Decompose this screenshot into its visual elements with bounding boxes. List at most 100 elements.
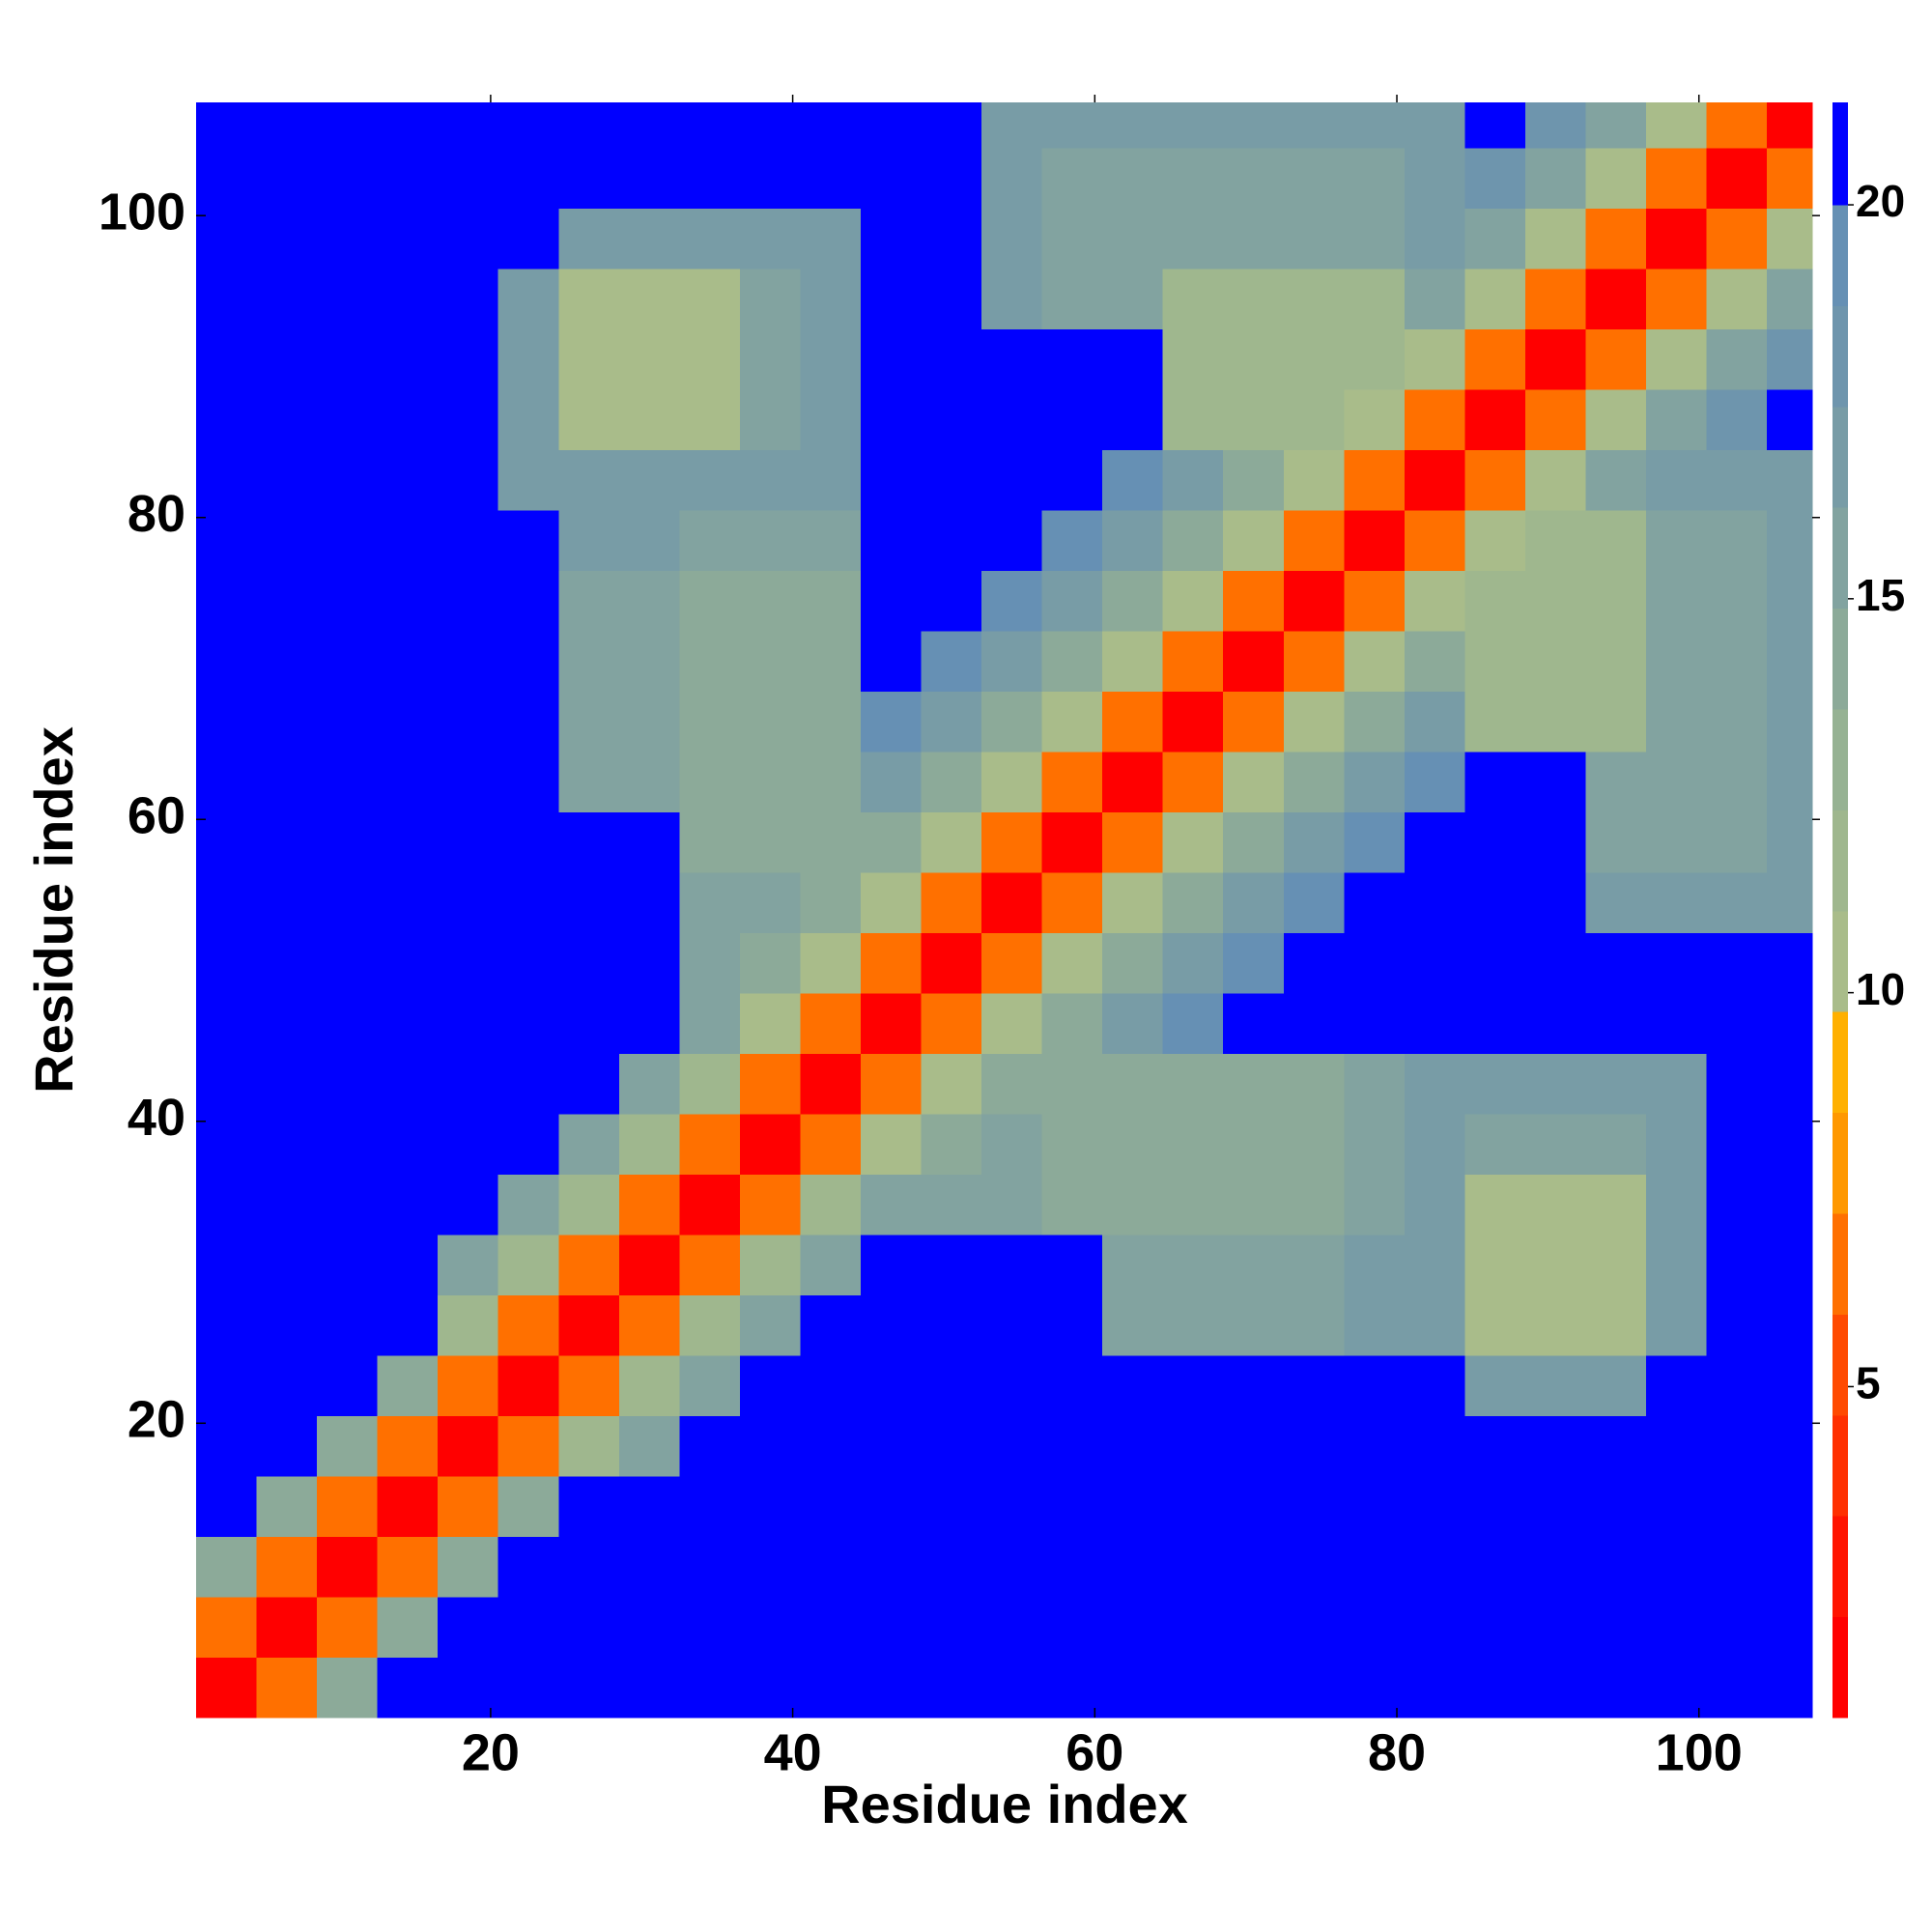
heatmap-cell	[860, 1354, 923, 1416]
heatmap-cell	[256, 1657, 318, 1719]
heatmap-cell	[1283, 751, 1345, 812]
heatmap-cell	[921, 1234, 982, 1295]
heatmap-cell	[800, 1294, 862, 1356]
heatmap-cell	[196, 992, 258, 1054]
heatmap-cell	[1283, 992, 1345, 1054]
heatmap-cell	[438, 449, 499, 511]
heatmap-cell	[739, 328, 801, 390]
heatmap-cell	[1102, 509, 1164, 571]
heatmap-cell	[497, 328, 559, 390]
heatmap-cell	[1404, 1234, 1465, 1295]
heatmap-cell	[497, 388, 559, 450]
heatmap-cell	[558, 630, 620, 692]
heatmap-cell	[1102, 1475, 1164, 1537]
heatmap-cell	[1162, 509, 1224, 571]
heatmap-cell	[1404, 509, 1465, 571]
colorbar-segment	[1833, 1011, 1848, 1114]
heatmap-cell	[377, 751, 439, 812]
heatmap-cell	[497, 1354, 559, 1416]
heatmap-cell	[196, 1053, 258, 1115]
heatmap-cell	[921, 932, 982, 994]
heatmap-cell	[1162, 147, 1224, 209]
colorbar-segment	[1833, 507, 1848, 610]
heatmap-cell	[1404, 328, 1465, 390]
heatmap-cell	[1283, 509, 1345, 571]
heatmap-cell	[800, 1234, 862, 1295]
heatmap-cell	[739, 1475, 801, 1537]
heatmap-cell	[800, 1536, 862, 1598]
heatmap-cell	[1344, 1113, 1406, 1175]
heatmap-cell	[860, 1657, 923, 1719]
heatmap-cell	[1464, 1113, 1526, 1175]
heatmap-cell	[1102, 570, 1164, 632]
heatmap-cell	[679, 871, 741, 933]
heatmap-cell	[1404, 102, 1465, 149]
heatmap-cell	[196, 1596, 258, 1658]
heatmap-cell	[1223, 1234, 1285, 1295]
heatmap-cell	[1283, 1174, 1345, 1236]
heatmap-cell	[377, 328, 439, 390]
heatmap-cell	[1524, 388, 1586, 450]
heatmap-cell	[1767, 992, 1813, 1054]
heatmap-cell	[1344, 1657, 1406, 1719]
heatmap-cell	[558, 1536, 620, 1598]
heatmap-cell	[377, 992, 439, 1054]
heatmap-cell	[679, 1053, 741, 1115]
heatmap-cell	[317, 388, 379, 450]
heatmap-cell	[1283, 1415, 1345, 1477]
heatmap-cell	[1223, 208, 1285, 270]
heatmap-cell	[1404, 1053, 1465, 1115]
heatmap-cell	[438, 328, 499, 390]
heatmap-cell	[1283, 1294, 1345, 1356]
heatmap-cell	[196, 328, 258, 390]
heatmap-cell	[377, 147, 439, 209]
heatmap-cell	[317, 1596, 379, 1658]
heatmap-cell	[800, 328, 862, 390]
heatmap-cell	[679, 102, 741, 149]
heatmap-cell	[981, 328, 1043, 390]
heatmap-cell	[860, 1174, 923, 1236]
heatmap-cell	[1585, 1294, 1647, 1356]
heatmap-cell	[1767, 1475, 1813, 1537]
heatmap-cell	[1162, 208, 1224, 270]
heatmap-cell	[497, 1113, 559, 1175]
heatmap-cell	[1585, 1475, 1647, 1537]
heatmap-cell	[1464, 1536, 1526, 1598]
heatmap-cell	[377, 871, 439, 933]
heatmap-cell	[1464, 328, 1526, 390]
heatmap-cell	[1767, 570, 1813, 632]
heatmap-cell	[739, 208, 801, 270]
heatmap-cell	[1102, 871, 1164, 933]
heatmap-cell	[1646, 1415, 1708, 1477]
heatmap-cell	[679, 691, 741, 753]
heatmap-cell	[1646, 1113, 1708, 1175]
heatmap-cell	[921, 1536, 982, 1598]
heatmap-cell	[679, 1536, 741, 1598]
heatmap-cell	[196, 208, 258, 270]
heatmap-cell	[1102, 147, 1164, 209]
heatmap-cell	[981, 147, 1043, 209]
heatmap-cell	[1283, 570, 1345, 632]
heatmap-cell	[679, 1596, 741, 1658]
heatmap-cell	[438, 509, 499, 571]
heatmap-cell	[1041, 1294, 1103, 1356]
heatmap-cell	[921, 1053, 982, 1115]
heatmap-cell	[860, 932, 923, 994]
heatmap-cell	[921, 268, 982, 329]
heatmap-cell	[1524, 691, 1586, 753]
heatmap-cell	[1404, 1113, 1465, 1175]
heatmap-cell	[1344, 509, 1406, 571]
colorbar-segment	[1833, 608, 1848, 710]
heatmap-cell	[438, 1113, 499, 1175]
heatmap-cell	[860, 208, 923, 270]
heatmap-cell	[739, 1294, 801, 1356]
heatmap-cell	[800, 147, 862, 209]
heatmap-cell	[497, 1294, 559, 1356]
heatmap-cell	[438, 871, 499, 933]
heatmap-cell	[679, 630, 741, 692]
heatmap-cell	[1706, 1234, 1768, 1295]
heatmap-cell	[1767, 1294, 1813, 1356]
heatmap-cell	[1585, 509, 1647, 571]
heatmap-cell	[1646, 691, 1708, 753]
heatmap-cell	[1524, 1475, 1586, 1537]
